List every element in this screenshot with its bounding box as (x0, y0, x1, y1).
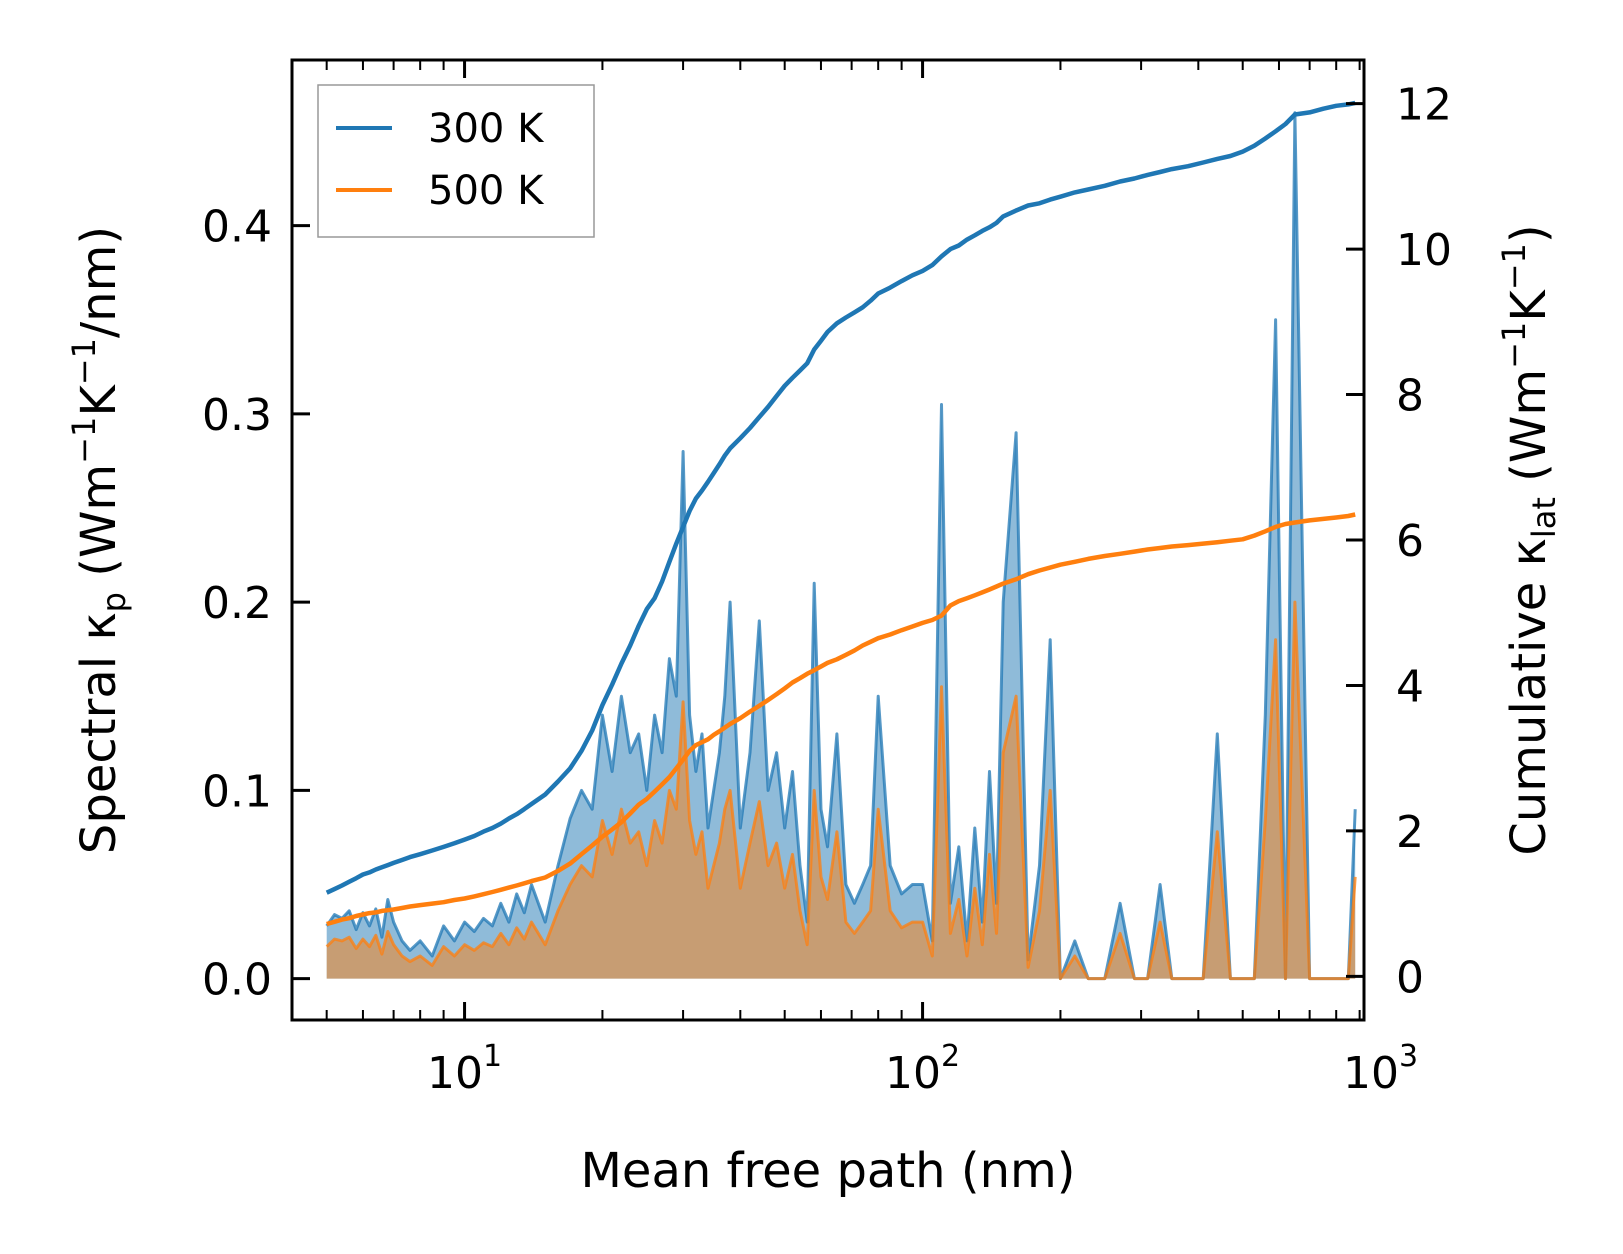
y-left-tick-label: 0.4 (202, 202, 272, 253)
y-right-tick-label: 0 (1396, 952, 1424, 1003)
y-right-tick-label: 6 (1396, 516, 1424, 567)
x-tick-label: 101 (427, 1039, 502, 1099)
cumulative-lines (325, 100, 1356, 927)
legend-box (317, 84, 595, 238)
x-tick-label: 102 (885, 1039, 960, 1099)
legend-label-300k: 300 K (428, 106, 545, 152)
y-left-tick-label: 0.2 (202, 578, 272, 629)
spectral-lines (325, 111, 1357, 981)
spectral-area-500k (326, 602, 1356, 979)
cumulative-line-500k (326, 512, 1356, 927)
y-right-tick-label: 10 (1396, 225, 1452, 276)
y-left-axis-ticks: 0.0 0.1 0.2 0.3 0.4 (202, 202, 310, 1006)
spectral-line-300k (325, 111, 1357, 981)
y-right-axis-title: Cumulative κlat (Wm−1K−1) (1495, 224, 1563, 855)
y-right-tick-label: 4 (1396, 661, 1424, 712)
x-axis-ticks: 101 102 103 (325, 60, 1418, 1099)
spectral-line-500k (325, 600, 1357, 981)
y-left-tick-label: 0.1 (202, 766, 272, 817)
cumulative-line-300k (325, 100, 1356, 895)
x-tick-label: 103 (1343, 1039, 1418, 1099)
legend: 300 K 500 K (317, 84, 595, 238)
legend-label-500k: 500 K (428, 168, 545, 214)
y-left-axis-title: Spectral κp (Wm−1K−1/nm) (65, 226, 133, 854)
y-left-tick-label: 0.3 (202, 390, 272, 441)
y-right-axis-ticks: 0 2 4 6 8 10 12 (1346, 80, 1452, 1003)
y-right-tick-label: 8 (1396, 371, 1424, 422)
y-right-tick-label: 2 (1396, 807, 1424, 858)
y-left-tick-label: 0.0 (202, 955, 272, 1006)
x-axis-title: Mean free path (nm) (581, 1143, 1076, 1199)
y-right-tick-label: 12 (1396, 80, 1452, 131)
